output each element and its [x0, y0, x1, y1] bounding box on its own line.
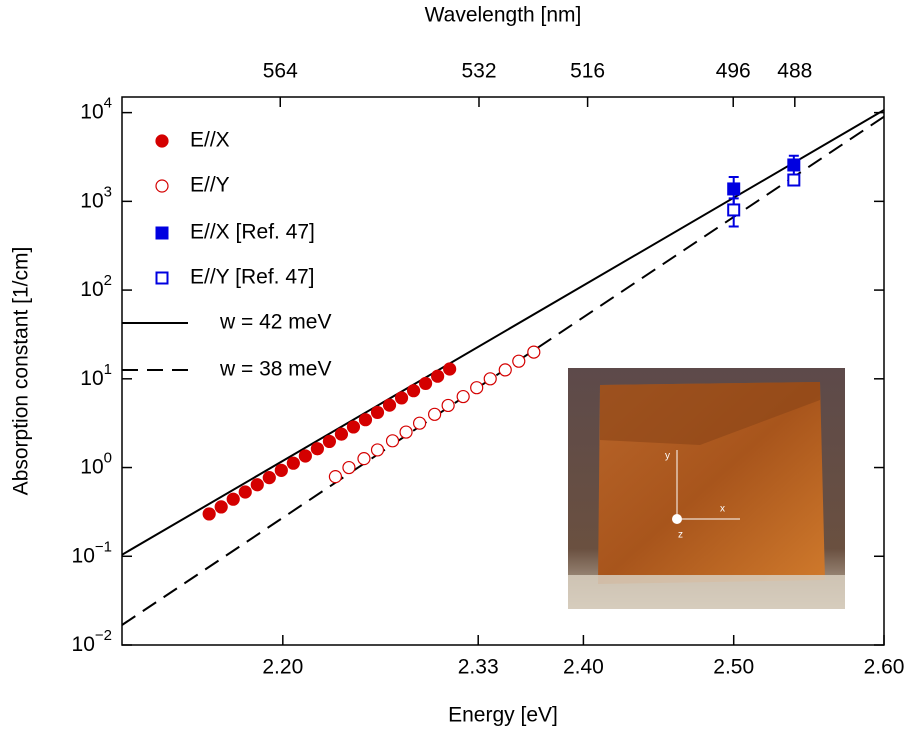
point	[357, 452, 371, 466]
fit-line	[122, 109, 884, 556]
y-axis-label: Absorption constant [1/cm]	[10, 247, 33, 496]
y-tick-label: 10−2	[72, 627, 112, 656]
x-tick-label: 2.40	[563, 656, 604, 679]
point	[370, 443, 385, 457]
point	[286, 456, 300, 470]
y-tick-exponent: −1	[95, 538, 112, 555]
point	[274, 463, 288, 477]
x2-tick-label: 532	[461, 60, 496, 83]
point	[202, 507, 216, 521]
x-tick-label: 2.50	[713, 656, 754, 679]
x2-tick-label: 516	[570, 60, 605, 83]
y-tick-label: 104	[80, 95, 112, 124]
point	[441, 398, 455, 413]
y-tick-exponent: 2	[104, 272, 112, 289]
inset-label: y	[665, 451, 670, 462]
point	[443, 362, 457, 376]
y-tick-base: 10	[80, 455, 103, 478]
y-tick-label: 101	[80, 361, 112, 390]
point	[727, 182, 741, 196]
point	[483, 372, 497, 386]
inset-label: x	[720, 504, 725, 515]
point	[262, 471, 276, 485]
legend-label: E//X	[190, 129, 230, 152]
x2-tick-label: 564	[263, 60, 298, 83]
point	[787, 173, 801, 187]
point	[328, 470, 343, 484]
point	[385, 434, 400, 448]
point	[399, 425, 413, 439]
inset-label: z	[678, 530, 683, 541]
point	[394, 391, 409, 405]
point	[238, 485, 252, 499]
y-tick-label: 10−1	[72, 538, 112, 567]
x2-axis-label: Wavelength [nm]	[425, 4, 582, 27]
point	[250, 478, 264, 492]
legend-label: w = 42 meV	[219, 311, 331, 334]
legend-label: E//X [Ref. 47]	[190, 221, 315, 244]
point	[382, 398, 397, 412]
point	[527, 345, 541, 359]
point	[431, 369, 445, 383]
point	[310, 442, 324, 456]
point	[298, 449, 312, 463]
y-tick-base: 10	[72, 633, 95, 656]
y-tick-exponent: 4	[104, 95, 112, 112]
legend-marker	[155, 271, 169, 285]
y-tick-exponent: 0	[104, 450, 112, 467]
x-tick-label: 2.33	[458, 656, 499, 679]
y-tick-exponent: −2	[95, 627, 112, 644]
point	[346, 420, 361, 434]
legend-label: E//Y	[190, 174, 230, 197]
legend-label: E//Y [Ref. 47]	[190, 266, 315, 289]
point	[787, 158, 801, 172]
y-tick-label: 103	[80, 183, 112, 212]
y-tick-label: 100	[80, 450, 112, 479]
x2-tick-label: 496	[716, 60, 751, 83]
x-tick-label: 2.60	[864, 656, 905, 679]
y-tick-label: 102	[80, 272, 112, 301]
point	[322, 434, 337, 449]
point	[226, 492, 240, 506]
x-tick-label: 2.20	[262, 656, 303, 679]
point	[334, 427, 349, 441]
point	[406, 384, 421, 398]
point	[358, 413, 373, 427]
point	[512, 354, 526, 368]
point	[428, 407, 442, 421]
x-axis-label: Energy [eV]	[448, 704, 558, 727]
y-tick-exponent: 1	[104, 361, 112, 378]
point	[418, 376, 433, 391]
point	[498, 363, 512, 377]
point	[412, 416, 427, 430]
point	[342, 460, 356, 475]
y-tick-base: 10	[80, 278, 103, 301]
y-tick-base: 10	[72, 544, 95, 567]
point	[470, 381, 484, 395]
point	[214, 500, 228, 514]
point	[370, 405, 385, 420]
y-tick-base: 10	[80, 189, 103, 212]
legend-label: w = 38 meV	[219, 358, 331, 381]
inset-photo	[568, 368, 845, 609]
legend-marker	[155, 134, 169, 148]
point	[727, 203, 741, 217]
y-tick-exponent: 3	[104, 183, 112, 200]
y-tick-base: 10	[80, 366, 103, 389]
x2-tick-label: 488	[777, 60, 812, 83]
legend-marker	[155, 226, 169, 240]
point	[456, 389, 470, 404]
plot-area	[122, 109, 884, 626]
y-tick-base: 10	[80, 100, 103, 123]
legend-marker	[155, 179, 169, 193]
